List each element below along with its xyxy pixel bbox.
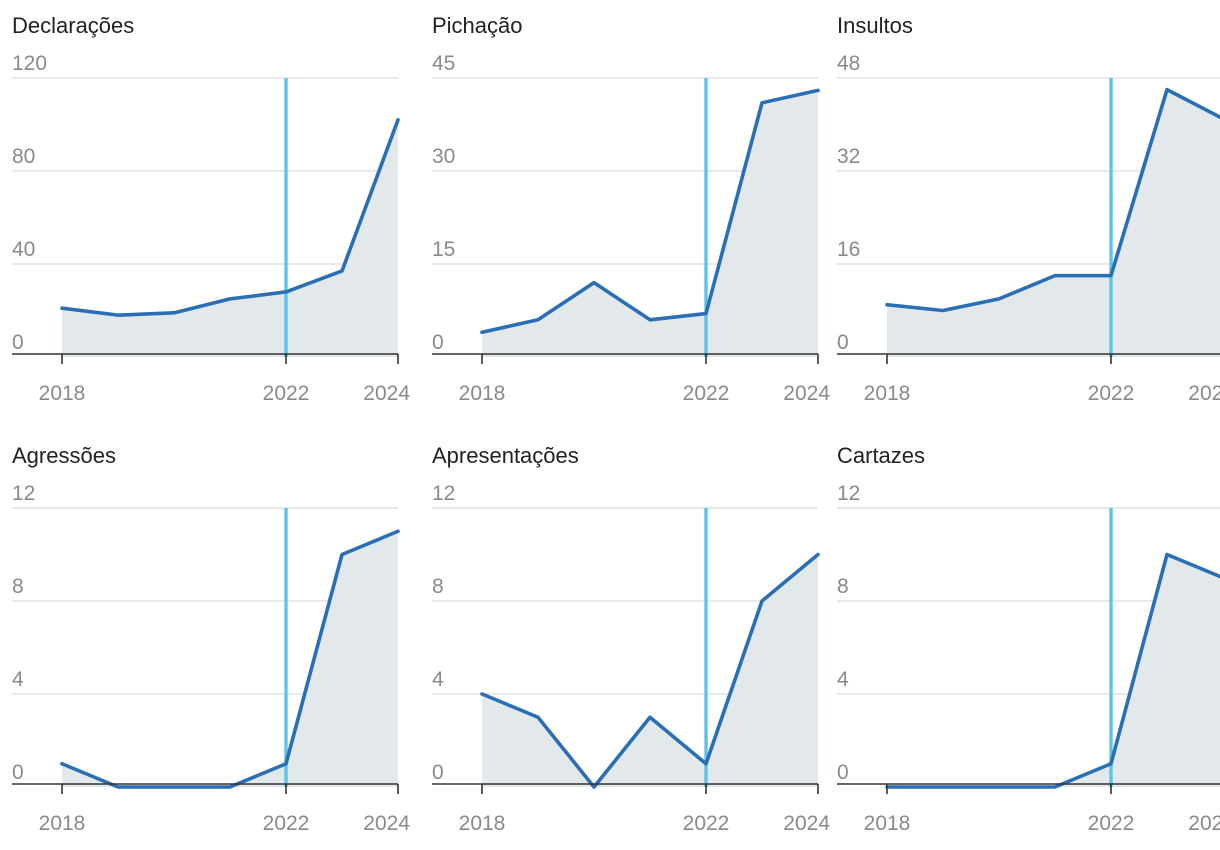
x-tick-label: 2018 (864, 382, 911, 405)
y-tick-label: 48 (837, 52, 860, 75)
chart-panel: Cartazes 0 4 8 12 2018 2022 2024 (837, 430, 1220, 850)
x-tick-label: 2024 (363, 812, 410, 835)
y-tick-label: 0 (432, 331, 444, 354)
series-area (62, 531, 398, 787)
series-line (480, 88, 820, 335)
y-tick-label: 8 (432, 575, 444, 598)
series-area (482, 90, 818, 358)
chart-svg: Insultos 0 16 32 48 2018 2022 2024 (837, 13, 1220, 405)
chart-svg: Agressões 0 4 8 12 2018 2022 2024 (12, 443, 410, 835)
x-tick-label: 2022 (1088, 382, 1135, 405)
y-tick-label: 0 (12, 331, 24, 354)
y-tick-label: 40 (12, 238, 35, 261)
y-tick-label: 0 (837, 761, 849, 784)
x-tick-label: 2022 (1088, 812, 1135, 835)
x-tick-label: 2022 (263, 812, 310, 835)
chart-panel: Insultos 0 16 32 48 2018 2022 2024 (837, 0, 1220, 420)
y-tick-label: 12 (12, 482, 35, 505)
chart-title: Agressões (12, 443, 116, 468)
y-tick-label: 120 (12, 52, 47, 75)
y-tick-label: 12 (837, 482, 860, 505)
chart-title: Cartazes (837, 443, 925, 468)
chart-panel: Apresentações 0 4 8 12 2018 2022 2024 (432, 430, 832, 850)
chart-title: Pichação (432, 13, 523, 38)
chart-svg: Cartazes 0 4 8 12 2018 2022 2024 (837, 443, 1220, 835)
series-line (885, 552, 1220, 789)
x-tick-label: 2018 (39, 812, 86, 835)
y-tick-label: 15 (432, 238, 455, 261)
x-tick-label: 2018 (864, 812, 911, 835)
y-tick-label: 8 (837, 575, 849, 598)
series-area (482, 554, 818, 787)
chart-title: Apresentações (432, 443, 579, 468)
x-tick-label: 2024 (1188, 382, 1220, 405)
series-line (60, 529, 400, 789)
y-tick-label: 0 (432, 761, 444, 784)
y-tick-label: 4 (12, 668, 24, 691)
x-tick-label: 2024 (363, 382, 410, 405)
chart-panel: Declarações 0 40 80 120 2018 2022 2024 (12, 0, 412, 420)
y-tick-label: 80 (12, 145, 35, 168)
series-line (885, 87, 1220, 313)
x-tick-label: 2024 (1188, 812, 1220, 835)
chart-panel: Pichação 0 15 30 45 2018 2022 2024 (432, 0, 832, 420)
series-line (60, 118, 400, 317)
y-tick-label: 8 (12, 575, 24, 598)
x-tick-label: 2022 (263, 382, 310, 405)
chart-svg: Pichação 0 15 30 45 2018 2022 2024 (432, 13, 830, 405)
y-tick-label: 4 (837, 668, 849, 691)
y-tick-label: 0 (12, 761, 24, 784)
chart-title: Declarações (12, 13, 134, 38)
x-tick-label: 2022 (683, 382, 730, 405)
series-area (62, 119, 398, 357)
x-tick-label: 2018 (459, 382, 506, 405)
chart-panel: Agressões 0 4 8 12 2018 2022 2024 (12, 430, 412, 850)
y-tick-label: 30 (432, 145, 455, 168)
y-tick-label: 0 (837, 331, 849, 354)
y-tick-label: 4 (432, 668, 444, 691)
x-tick-label: 2022 (683, 812, 730, 835)
y-tick-label: 32 (837, 145, 860, 168)
y-tick-label: 16 (837, 238, 860, 261)
chart-svg: Declarações 0 40 80 120 2018 2022 2024 (12, 13, 410, 405)
x-tick-label: 2024 (783, 382, 830, 405)
y-tick-label: 12 (432, 482, 455, 505)
series-area (887, 89, 1220, 357)
x-tick-label: 2018 (459, 812, 506, 835)
chart-title: Insultos (837, 13, 913, 38)
x-tick-label: 2018 (39, 382, 86, 405)
series-area (887, 554, 1220, 787)
chart-svg: Apresentações 0 4 8 12 2018 2022 2024 (432, 443, 830, 835)
y-tick-label: 45 (432, 52, 455, 75)
x-tick-label: 2024 (783, 812, 830, 835)
series-line (480, 552, 820, 789)
